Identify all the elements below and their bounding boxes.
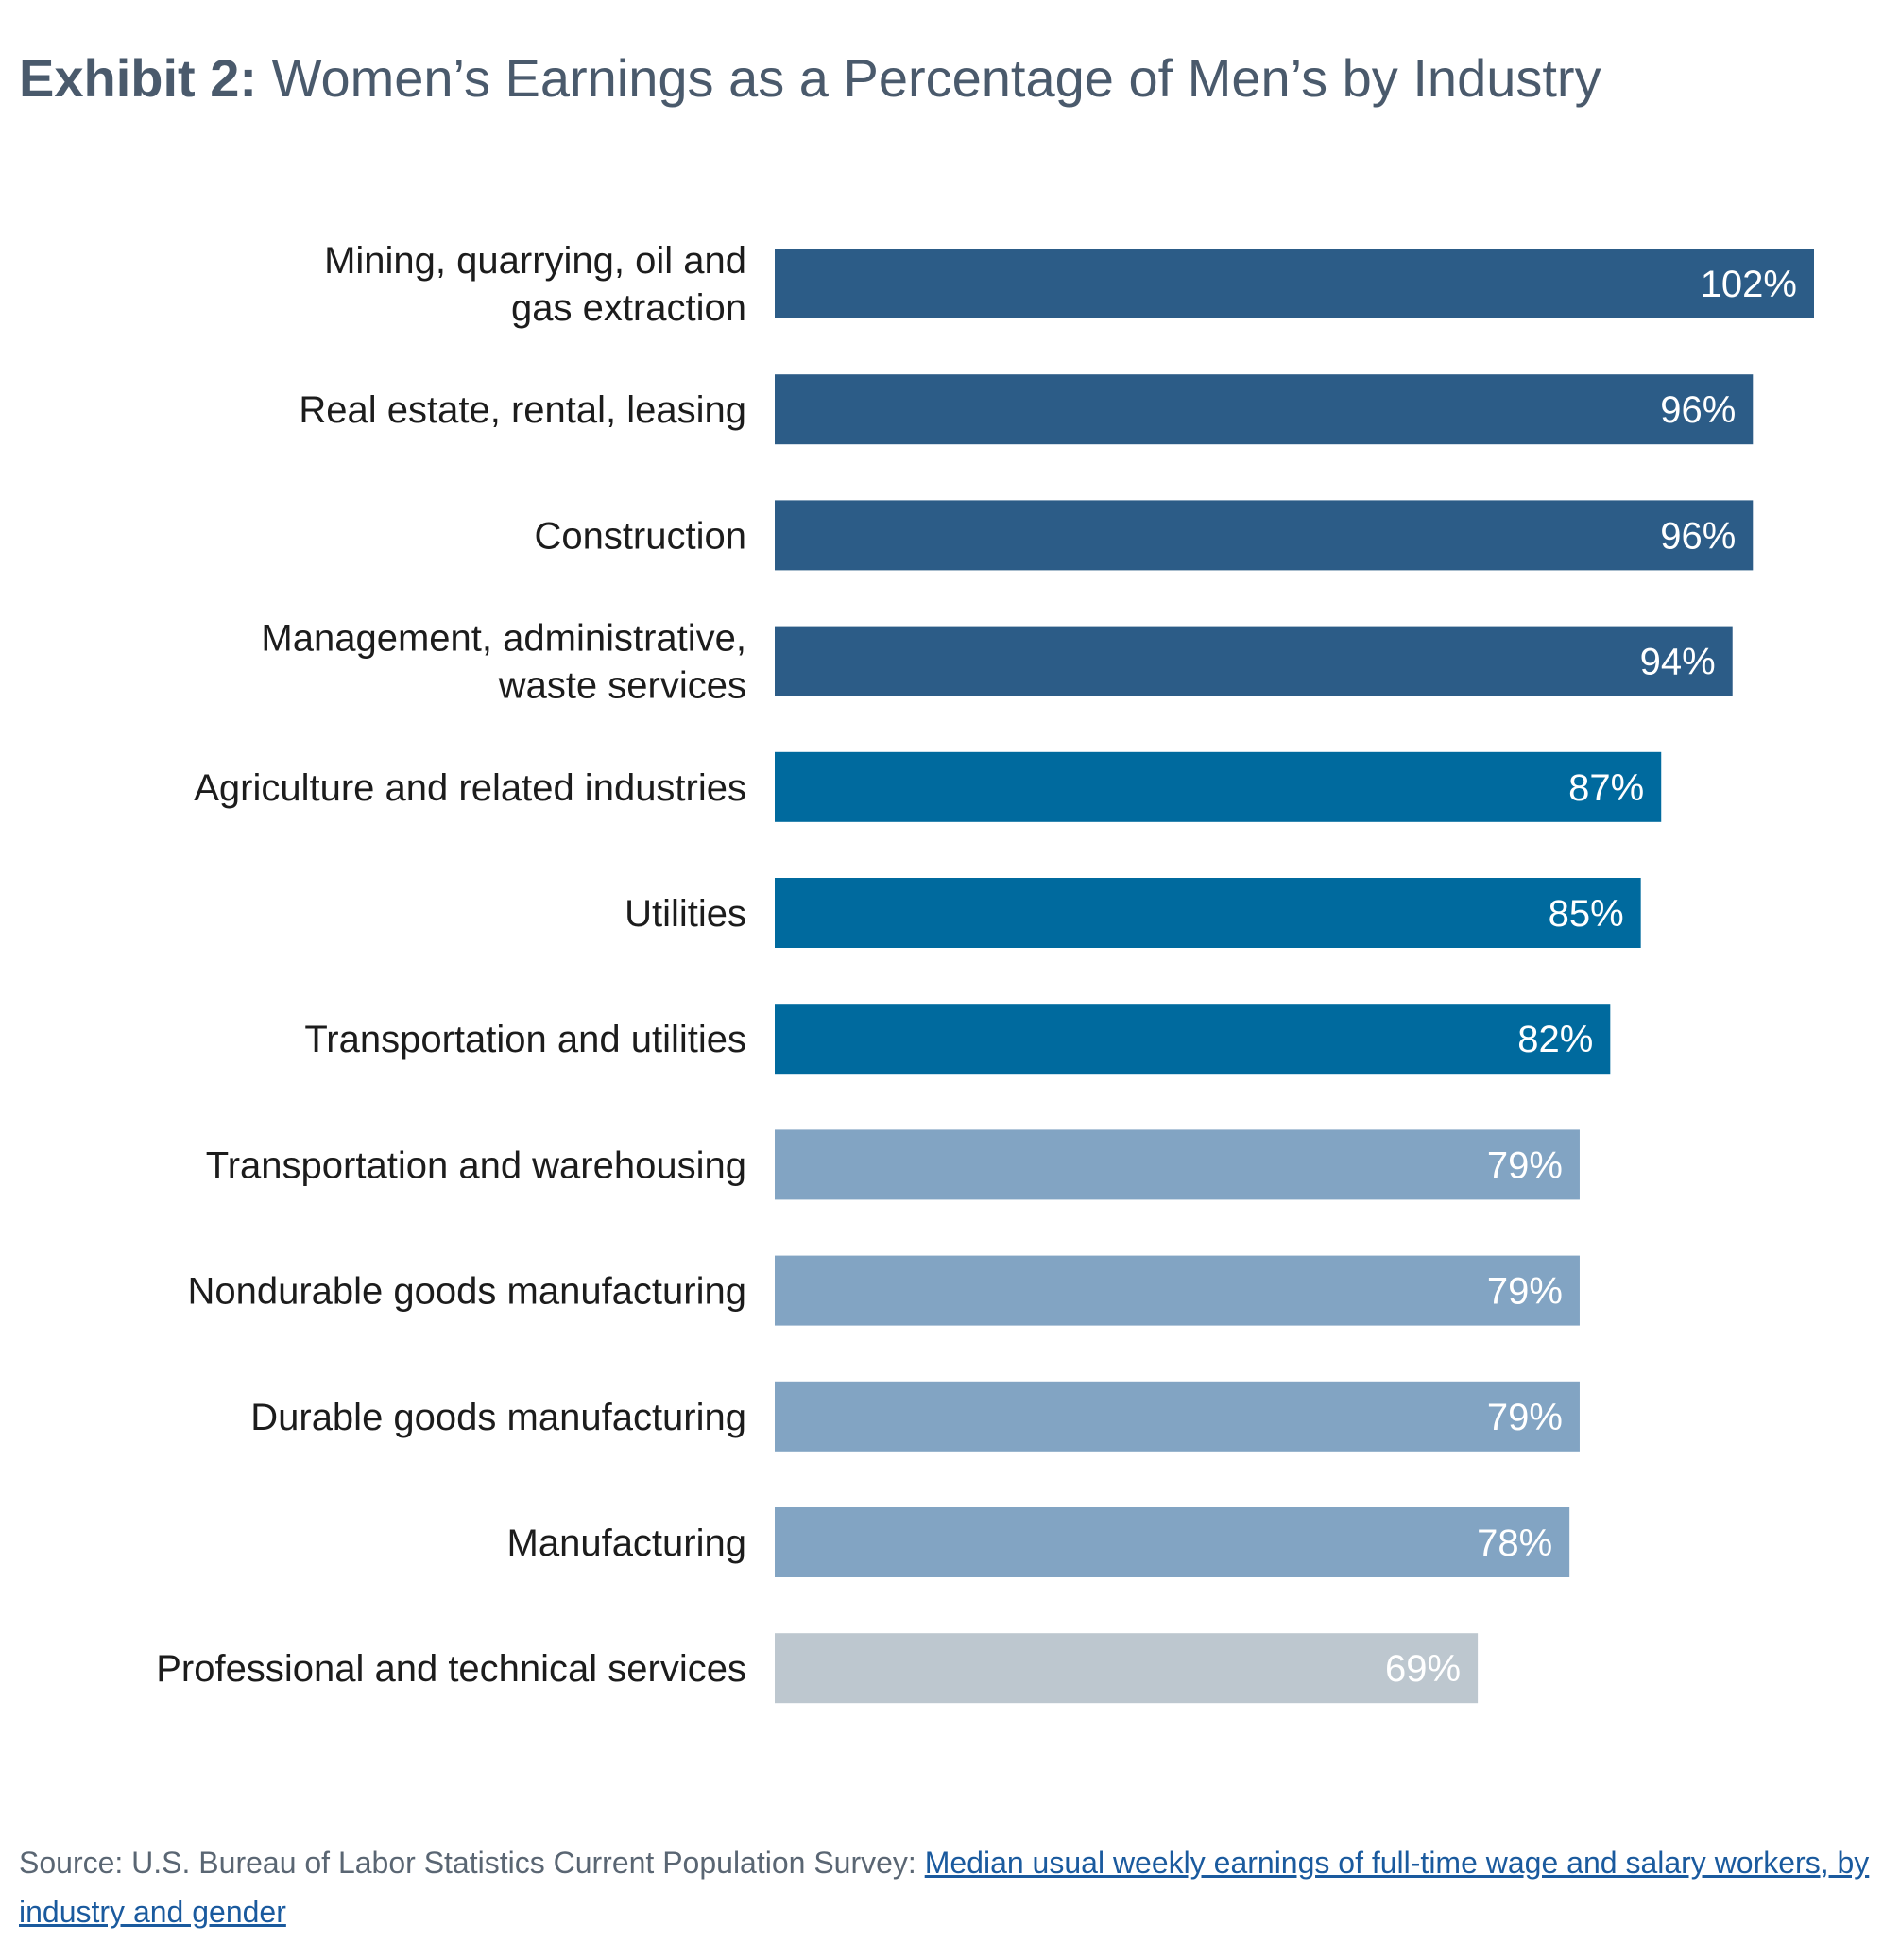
bar-value-label: 87% bbox=[1568, 767, 1644, 809]
bar bbox=[775, 1255, 1580, 1326]
bar bbox=[775, 1004, 1611, 1075]
category-label: Transportation and warehousing bbox=[206, 1144, 746, 1186]
category-label: Real estate, rental, leasing bbox=[299, 389, 746, 431]
bar bbox=[775, 1633, 1479, 1704]
bar bbox=[775, 751, 1662, 822]
bar-value-label: 79% bbox=[1487, 1271, 1563, 1313]
title-prefix: Exhibit 2: bbox=[19, 48, 258, 108]
category-label: waste services bbox=[498, 665, 746, 707]
bar-value-label: 94% bbox=[1640, 642, 1716, 683]
category-label: Transportation and utilities bbox=[304, 1019, 746, 1060]
bar bbox=[775, 1507, 1570, 1577]
source-link[interactable]: Median usual weekly earnings of full-tim… bbox=[19, 1846, 1870, 1929]
category-label: Construction bbox=[534, 515, 746, 557]
bar-value-label: 82% bbox=[1517, 1019, 1593, 1060]
category-label: Manufacturing bbox=[507, 1522, 746, 1564]
category-label: Durable goods manufacturing bbox=[250, 1397, 746, 1438]
bar bbox=[775, 878, 1641, 948]
bar bbox=[775, 626, 1733, 696]
bar bbox=[775, 500, 1754, 571]
category-label: gas extraction bbox=[511, 287, 746, 329]
bar-value-label: 102% bbox=[1701, 264, 1797, 305]
bar-value-label: 69% bbox=[1385, 1648, 1461, 1690]
chart-title: Exhibit 2: Women’s Earnings as a Percent… bbox=[19, 47, 1601, 109]
title-text: Women’s Earnings as a Percentage of Men’… bbox=[271, 48, 1601, 108]
category-label: Utilities bbox=[625, 893, 746, 935]
category-label: Agriculture and related industries bbox=[194, 767, 746, 809]
bar bbox=[775, 1129, 1580, 1200]
category-label: Management, administrative, bbox=[261, 618, 746, 660]
bar-value-label: 79% bbox=[1487, 1144, 1563, 1186]
source-note: Source: U.S. Bureau of Labor Statistics … bbox=[19, 1838, 1871, 1936]
source-prefix: Source: U.S. Bureau of Labor Statistics … bbox=[19, 1846, 925, 1880]
bar-value-label: 85% bbox=[1549, 893, 1624, 935]
category-label: Mining, quarrying, oil and bbox=[324, 240, 746, 282]
category-label: Professional and technical services bbox=[156, 1648, 746, 1690]
bar bbox=[775, 249, 1814, 318]
bar-value-label: 78% bbox=[1477, 1522, 1552, 1564]
bar-value-label: 79% bbox=[1487, 1397, 1563, 1438]
bar bbox=[775, 1381, 1580, 1452]
bar bbox=[775, 374, 1754, 445]
category-label: Nondurable goods manufacturing bbox=[187, 1271, 746, 1313]
bar-value-label: 96% bbox=[1660, 389, 1736, 431]
bar-value-label: 96% bbox=[1660, 515, 1736, 557]
